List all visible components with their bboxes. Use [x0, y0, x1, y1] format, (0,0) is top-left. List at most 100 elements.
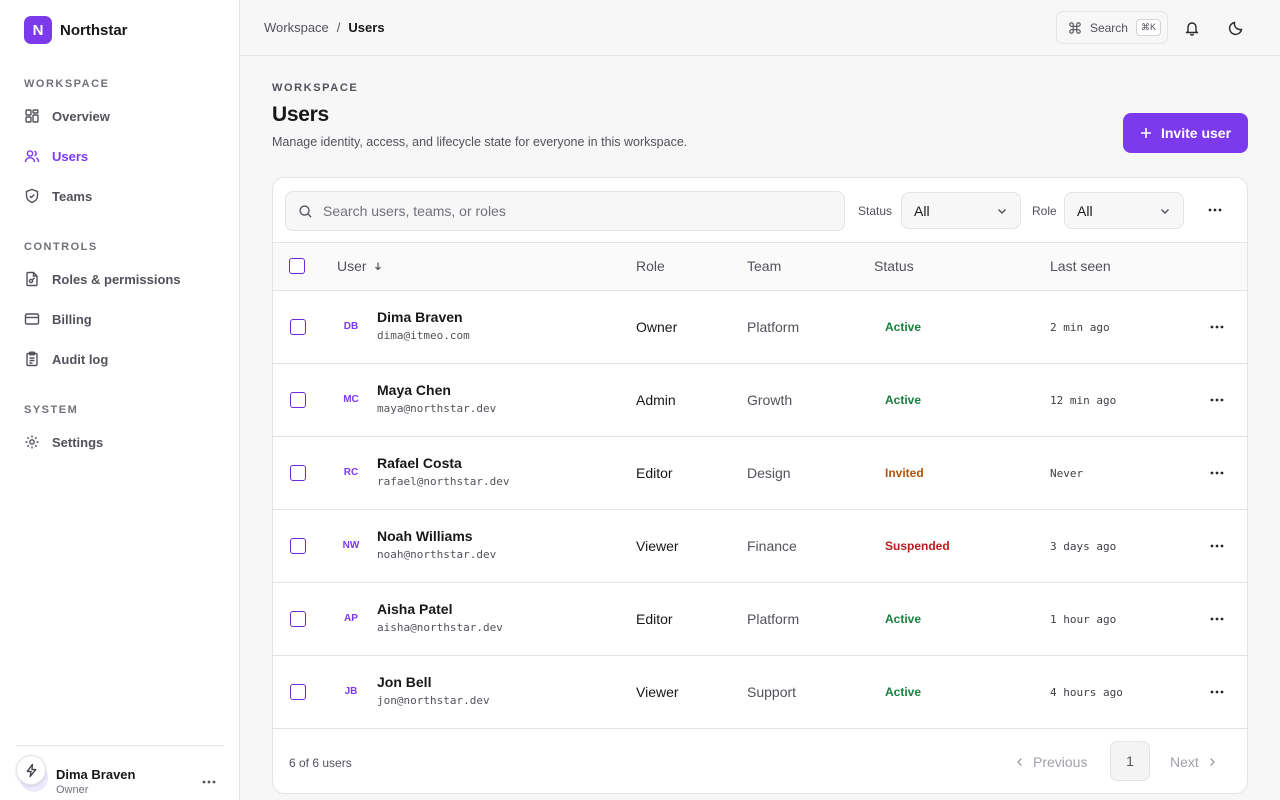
- row-actions-button[interactable]: [1206, 463, 1228, 483]
- user-name[interactable]: Dima Braven: [377, 309, 463, 325]
- brand[interactable]: N Northstar: [24, 16, 128, 44]
- last-seen: 3 days ago: [1050, 540, 1117, 553]
- results-count: 6 of 6 users: [289, 756, 352, 770]
- page-number-button[interactable]: 1: [1110, 741, 1150, 781]
- user-role: Editor: [636, 611, 673, 627]
- table-row[interactable]: NW Noah Williams noah@northstar.dev Viewer F…: [273, 510, 1247, 583]
- row-actions-button[interactable]: [1206, 682, 1228, 702]
- row-actions-button[interactable]: [1206, 317, 1228, 337]
- status-filter-select[interactable]: All: [901, 192, 1021, 229]
- user-menu-button[interactable]: [198, 772, 220, 792]
- row-checkbox[interactable]: [290, 392, 306, 408]
- brand-logo: N: [24, 16, 52, 44]
- table-row[interactable]: DB Dima Braven dima@itmeo.com Owner Platform…: [273, 291, 1247, 364]
- page-description: Manage identity, access, and lifecycle s…: [272, 135, 688, 149]
- table-row[interactable]: JB Jon Bell jon@northstar.dev Viewer Support…: [273, 656, 1247, 729]
- nav-section-title: SYSTEM: [24, 404, 79, 416]
- nav-section-title: WORKSPACE: [24, 78, 110, 90]
- current-user-card[interactable]: DB Dima Braven Owner: [16, 754, 224, 800]
- row-checkbox[interactable]: [290, 538, 306, 554]
- command-icon: [1069, 21, 1081, 34]
- chevron-left-icon: [1017, 758, 1022, 766]
- search-shortcut: ⌘K: [1135, 19, 1161, 36]
- user-team: Finance: [747, 538, 797, 554]
- previous-page-button[interactable]: Previous: [1015, 751, 1087, 773]
- user-role: Viewer: [636, 538, 679, 554]
- last-seen: Never: [1050, 467, 1084, 480]
- row-checkbox[interactable]: [290, 611, 306, 627]
- global-search-button[interactable]: Search ⌘K: [1056, 11, 1168, 44]
- sidebar: N Northstar WORKSPACE Overview Users Tea…: [0, 0, 240, 800]
- search-field[interactable]: [285, 191, 845, 231]
- last-seen: 12 min ago: [1050, 394, 1117, 407]
- user-name[interactable]: Rafael Costa: [377, 455, 462, 471]
- theme-toggle-button[interactable]: [1225, 17, 1247, 39]
- sidebar-item-overview[interactable]: Overview: [24, 102, 216, 130]
- sidebar-item-billing[interactable]: Billing: [24, 305, 216, 333]
- column-header-role[interactable]: Role: [636, 258, 665, 274]
- user-initials: AP: [344, 613, 358, 624]
- row-actions-button[interactable]: [1206, 536, 1228, 556]
- last-seen: 1 hour ago: [1050, 613, 1117, 626]
- column-header-user[interactable]: User: [337, 258, 383, 274]
- sidebar-item-label: Teams: [52, 188, 93, 204]
- sidebar-item-settings[interactable]: Settings: [24, 428, 216, 456]
- sidebar-item-label: Overview: [52, 108, 110, 124]
- search-input[interactable]: [323, 203, 823, 219]
- next-page-button[interactable]: Next: [1170, 751, 1217, 773]
- user-initials: NW: [342, 540, 360, 551]
- status-filter-label: Status: [858, 204, 893, 218]
- user-email: maya@northstar.dev: [377, 402, 497, 415]
- status-badge: Suspended: [885, 539, 950, 553]
- user-email: rafael@northstar.dev: [377, 475, 510, 488]
- status-badge: Active: [885, 320, 922, 334]
- table-row[interactable]: MC Maya Chen maya@northstar.dev Admin Growth…: [273, 364, 1247, 437]
- sort-arrow-down-icon: [374, 262, 381, 271]
- sidebar-item-teams[interactable]: Teams: [24, 182, 216, 210]
- user-name[interactable]: Aisha Patel: [377, 601, 453, 617]
- user-initials: JB: [344, 686, 358, 697]
- notifications-button[interactable]: [1181, 17, 1203, 39]
- chevron-down-icon: [1161, 208, 1169, 214]
- sidebar-item-roles-permissions[interactable]: Roles & permissions: [24, 265, 216, 293]
- user-role: Editor: [636, 465, 673, 481]
- current-user-name: Dima Braven: [56, 767, 136, 782]
- user-initials: RC: [343, 467, 359, 478]
- chevron-down-icon: [998, 208, 1006, 214]
- more-horizontal-icon: [1208, 208, 1222, 212]
- key-file-icon: [26, 271, 38, 287]
- table-row[interactable]: RC Rafael Costa rafael@northstar.dev Editor…: [273, 437, 1247, 510]
- user-team: Support: [747, 684, 797, 700]
- invite-user-button[interactable]: Invite user: [1123, 113, 1248, 153]
- column-header-last-seen[interactable]: Last seen: [1050, 258, 1111, 274]
- sidebar-item-users[interactable]: Users: [24, 142, 216, 170]
- status-badge: Invited: [885, 466, 924, 480]
- role-filter-select[interactable]: All: [1064, 192, 1184, 229]
- row-actions-button[interactable]: [1206, 609, 1228, 629]
- row-actions-button[interactable]: [1206, 390, 1228, 410]
- user-role: Owner: [636, 319, 678, 335]
- more-horizontal-icon: [1210, 325, 1224, 329]
- row-checkbox[interactable]: [290, 684, 306, 700]
- breadcrumb-separator: /: [336, 20, 341, 35]
- breadcrumb-workspace[interactable]: Workspace: [264, 20, 329, 35]
- column-header-label: User: [337, 258, 367, 274]
- select-all-checkbox[interactable]: [289, 258, 305, 274]
- column-header-team[interactable]: Team: [747, 258, 782, 274]
- user-name[interactable]: Maya Chen: [377, 382, 451, 398]
- user-email: noah@northstar.dev: [377, 548, 497, 561]
- more-horizontal-icon: [202, 780, 216, 784]
- column-header-status[interactable]: Status: [874, 258, 914, 274]
- bolt-icon: [26, 763, 36, 777]
- user-name[interactable]: Jon Bell: [377, 674, 432, 690]
- table-options-button[interactable]: [1204, 200, 1226, 220]
- user-name[interactable]: Noah Williams: [377, 528, 473, 544]
- table-row[interactable]: AP Aisha Patel aisha@northstar.dev Editor Pl…: [273, 583, 1247, 656]
- row-checkbox[interactable]: [290, 319, 306, 335]
- sidebar-item-audit-log[interactable]: Audit log: [24, 345, 216, 373]
- sidebar-item-label: Roles & permissions: [52, 271, 181, 287]
- breadcrumb: Workspace / Users: [264, 20, 385, 35]
- quick-action-button[interactable]: [16, 755, 46, 785]
- brand-name: Northstar: [60, 21, 128, 39]
- row-checkbox[interactable]: [290, 465, 306, 481]
